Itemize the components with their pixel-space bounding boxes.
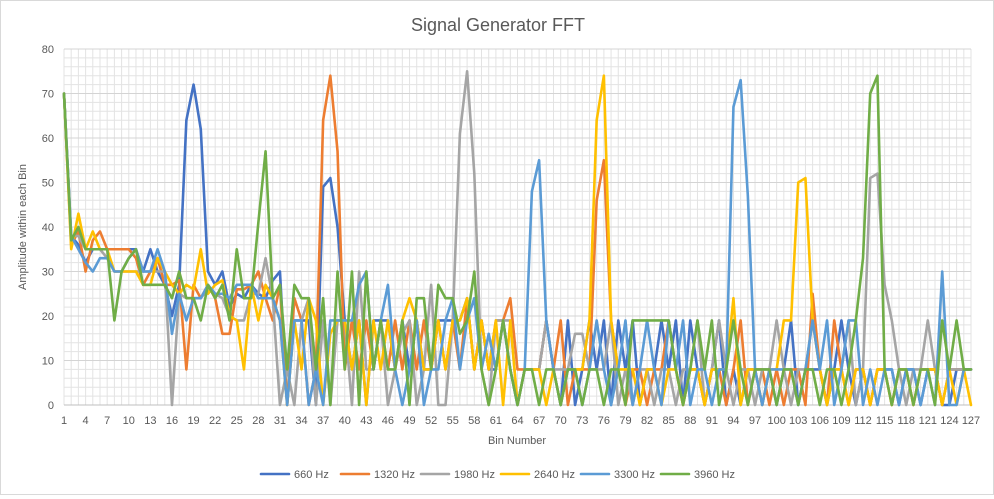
x-tick-label: 100	[767, 415, 785, 427]
x-tick-label: 121	[919, 415, 937, 427]
x-tick-label: 67	[533, 415, 545, 427]
x-tick-label: 106	[811, 415, 829, 427]
y-axis-title: Amplitude within each Bin	[17, 164, 29, 290]
grid	[63, 48, 972, 406]
y-axis-ticks: 0 10 20 30 40 50 60 70 80	[42, 44, 54, 412]
x-tick-label: 46	[382, 415, 394, 427]
y-tick-label: 80	[42, 44, 54, 56]
x-tick-label: 37	[317, 415, 329, 427]
y-tick-label: 50	[42, 178, 54, 190]
x-tick-label: 124	[940, 415, 958, 427]
x-tick-label: 127	[962, 415, 980, 427]
x-tick-label: 115	[876, 415, 894, 427]
x-tick-label: 61	[490, 415, 502, 427]
x-tick-label: 31	[274, 415, 286, 427]
x-tick-label: 55	[447, 415, 459, 427]
y-tick-label: 40	[42, 222, 54, 234]
legend-label: 1320 Hz	[374, 469, 415, 481]
x-tick-label: 4	[83, 415, 89, 427]
legend-label: 3300 Hz	[614, 469, 655, 481]
x-tick-label: 16	[166, 415, 178, 427]
x-tick-label: 82	[641, 415, 653, 427]
x-tick-label: 64	[511, 415, 523, 427]
legend-label: 1980 Hz	[454, 469, 495, 481]
x-tick-label: 94	[727, 415, 739, 427]
x-tick-label: 112	[854, 415, 872, 427]
x-tick-label: 49	[403, 415, 415, 427]
x-tick-label: 10	[123, 415, 135, 427]
x-tick-label: 85	[663, 415, 675, 427]
x-tick-label: 40	[339, 415, 351, 427]
x-tick-label: 28	[252, 415, 264, 427]
x-tick-label: 1	[61, 415, 67, 427]
x-tick-label: 103	[789, 415, 807, 427]
x-tick-label: 13	[144, 415, 156, 427]
x-tick-label: 52	[425, 415, 437, 427]
x-tick-label: 76	[598, 415, 610, 427]
x-tick-label: 88	[684, 415, 696, 427]
x-tick-label: 70	[555, 415, 567, 427]
x-tick-label: 58	[468, 415, 480, 427]
x-tick-label: 79	[619, 415, 631, 427]
y-tick-label: 0	[48, 400, 54, 412]
x-tick-label: 43	[360, 415, 372, 427]
x-tick-label: 22	[209, 415, 221, 427]
x-axis-ticks: 1 4 7 10 13 16 19 22 25 28 31 34 37 40 43 46 49 52 55 58 61 6…	[61, 415, 980, 427]
x-tick-label: 73	[576, 415, 588, 427]
x-tick-label: 19	[187, 415, 199, 427]
x-tick-label: 91	[706, 415, 718, 427]
y-tick-label: 60	[42, 133, 54, 145]
x-tick-label: 7	[104, 415, 110, 427]
series-lines	[62, 69, 973, 407]
x-tick-label: 34	[295, 415, 307, 427]
legend-label: 660 Hz	[294, 469, 329, 481]
legend-label: 2640 Hz	[534, 469, 575, 481]
legend: 660 Hz 1320 Hz 1980 Hz 2640 Hz 3300 Hz 3960 H…	[259, 469, 735, 481]
x-axis-title: Bin Number	[488, 435, 546, 447]
series-line-6	[62, 74, 973, 407]
legend-label: 3960 Hz	[694, 469, 735, 481]
y-tick-label: 30	[42, 267, 54, 279]
x-tick-label: 25	[231, 415, 243, 427]
y-tick-label: 10	[42, 356, 54, 368]
y-tick-label: 70	[42, 89, 54, 101]
y-tick-label: 20	[42, 311, 54, 323]
x-tick-label: 109	[832, 415, 850, 427]
x-tick-label: 118	[897, 415, 915, 427]
x-tick-label: 97	[749, 415, 761, 427]
chart-title: Signal Generator FFT	[411, 15, 585, 35]
